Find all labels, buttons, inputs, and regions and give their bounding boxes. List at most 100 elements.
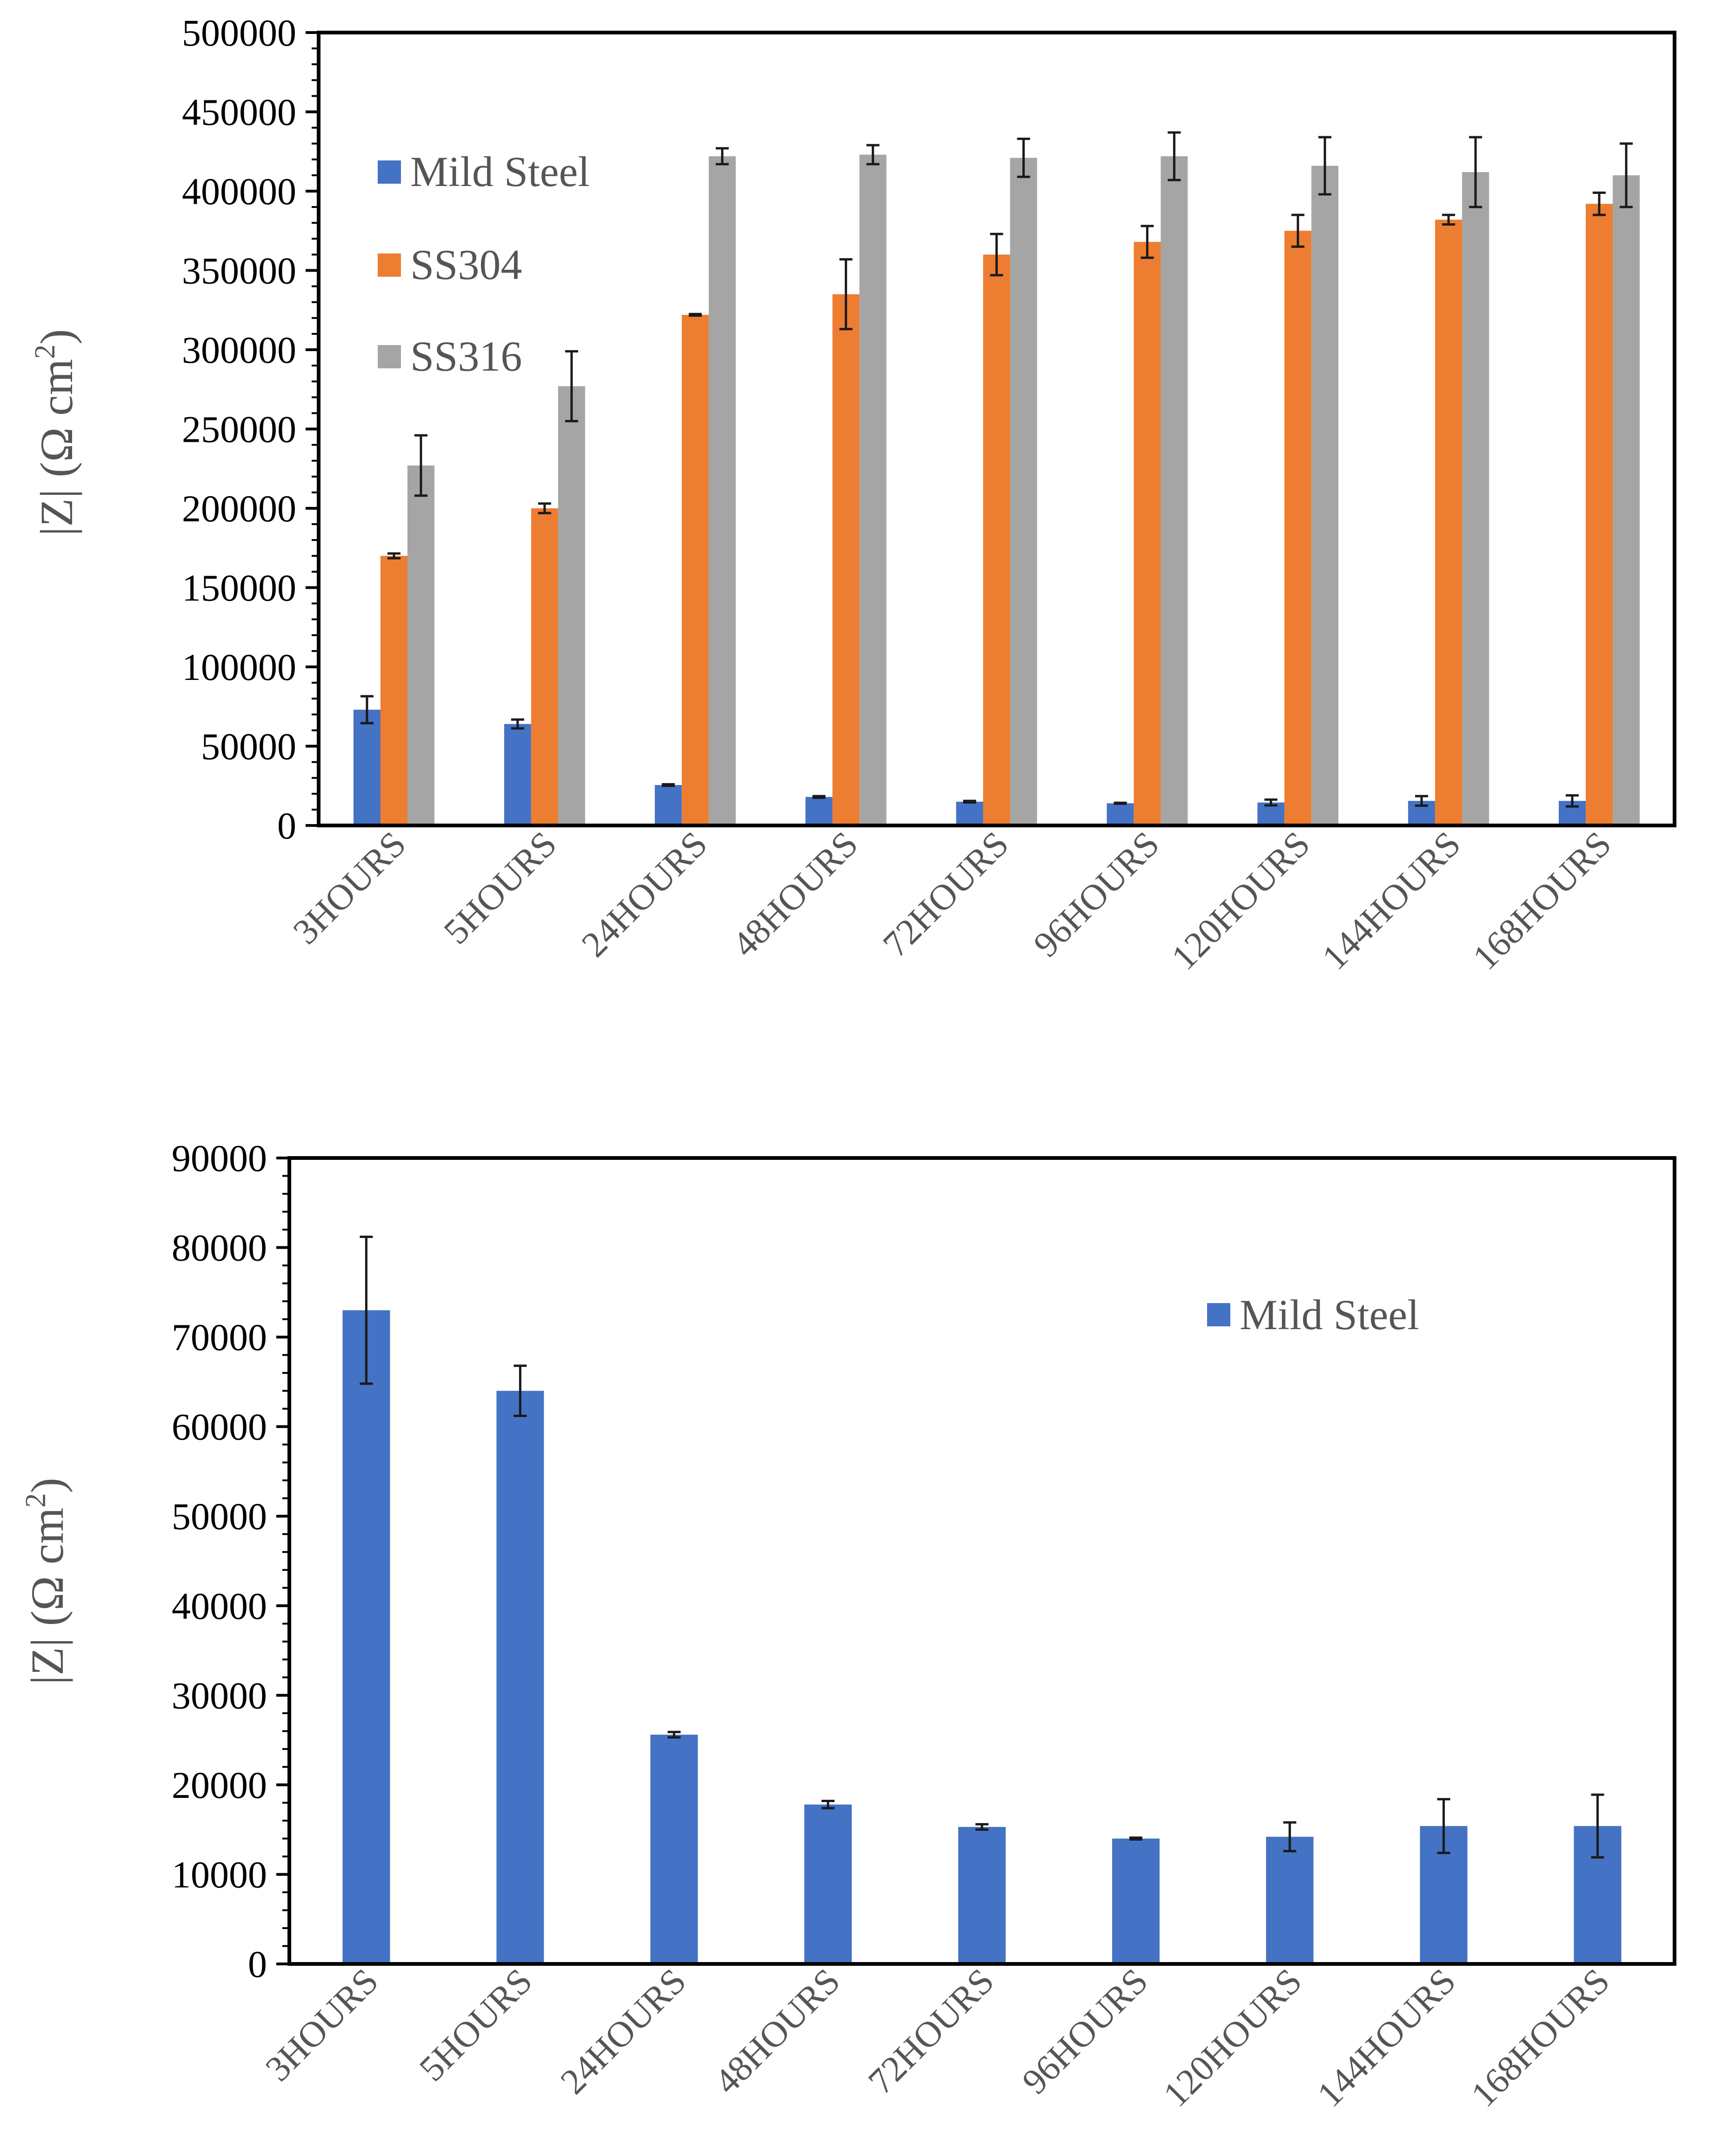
legend-swatch-ss316: [378, 345, 401, 368]
legend-label-ss304: SS304: [410, 241, 522, 288]
x-tick-label-144hours: 144HOURS: [1314, 824, 1468, 978]
error-bar-mild-steel-3hours: [360, 695, 374, 725]
bar-ss304-72hours: [983, 254, 1010, 825]
chart-bottom-legend: Mild Steel: [1207, 1291, 1419, 1338]
error-bar-ss304-48hours: [839, 258, 853, 331]
y-tick-label: 50000: [201, 725, 296, 768]
error-bar-mild-steel-72hours: [975, 1823, 988, 1831]
bar-ss316-168hours: [1613, 175, 1640, 825]
error-bar-ss316-24hours: [715, 147, 729, 166]
bar-mild-steel-24hours: [654, 785, 682, 825]
error-bar-mild-steel-48hours: [812, 795, 826, 799]
y-tick-label: 20000: [172, 1764, 267, 1806]
x-tick-label-5hours: 5HOURS: [436, 824, 564, 952]
error-bar-mild-steel-120hours: [1283, 1821, 1296, 1852]
bar-mild-steel-5hours: [504, 724, 531, 825]
chart-bottom-x-axis: 3HOURS 5HOURS 24HOURS 48HOURS 72HOURS 96HOURS…: [257, 1961, 1617, 2115]
error-bar-mild-steel-48hours: [821, 1800, 835, 1810]
chart-bottom-y-axis: 0 10000 20000 30000 40000 50000 60000 70000 8000…: [172, 1137, 289, 1985]
legend-label-mild-steel: Mild Steel: [410, 148, 590, 195]
chart-bottom-plot-frame: [287, 1156, 1676, 1966]
x-tick-label-144hours: 144HOURS: [1309, 1961, 1463, 2115]
bar-ss304-5hours: [531, 508, 558, 825]
x-tick-label-120hours: 120HOURS: [1155, 1961, 1309, 2115]
error-bar-mild-steel-168hours: [1591, 1793, 1604, 1859]
x-tick-label-96hours: 96HOURS: [1014, 1961, 1155, 2102]
x-tick-label-72hours: 72HOURS: [875, 824, 1016, 965]
y-tick-label: 30000: [172, 1674, 267, 1717]
chart-top-legend: Mild Steel SS304 SS316: [378, 148, 590, 380]
y-tick-label: 10000: [172, 1853, 267, 1896]
chart-top-bars: [353, 154, 1640, 826]
x-tick-label-24hours: 24HOURS: [553, 1961, 694, 2102]
bar-mild-steel-72hours: [956, 801, 983, 825]
legend-label-mild-steel-bottom: Mild Steel: [1240, 1291, 1419, 1338]
x-tick-label-48hours: 48HOURS: [706, 1961, 848, 2102]
error-bar-mild-steel-5hours: [511, 718, 524, 730]
x-tick-label-120hours: 120HOURS: [1163, 824, 1317, 978]
bar-ss316-5hours: [558, 386, 585, 825]
error-bar-ss304-3hours: [387, 552, 400, 559]
x-tick-label-48hours: 48HOURS: [724, 824, 866, 965]
legend-item-ss316: SS316: [378, 333, 522, 380]
bar-mild-steel-5hours: [496, 1391, 544, 1964]
error-bar-ss316-5hours: [565, 350, 578, 422]
error-bar-ss316-72hours: [1017, 137, 1030, 178]
legend-swatch-mild-steel-bottom: [1207, 1303, 1230, 1326]
legend-item-ss304: SS304: [378, 241, 522, 288]
error-bar-ss316-120hours: [1318, 136, 1332, 196]
error-bar-mild-steel-96hours: [1129, 1836, 1142, 1841]
bar-ss316-144hours: [1462, 172, 1489, 826]
bar-mild-steel-3hours: [342, 1310, 390, 1964]
legend-swatch-ss304: [378, 253, 401, 277]
bar-ss304-24hours: [681, 314, 709, 825]
legend-label-ss316: SS316: [410, 333, 522, 380]
chart-bottom-mild-steel: 0 10000 20000 30000 40000 50000 60000 70000 8000…: [20, 1137, 1676, 2115]
chart-top-x-axis: 3HOURS 5HOURS 24HOURS 48HOURS 72HOURS 96HOURS…: [285, 824, 1619, 978]
legend-item-mild-steel: Mild Steel: [378, 148, 590, 195]
y-tick-label: 400000: [182, 170, 296, 213]
error-bar-mild-steel-120hours: [1264, 798, 1278, 807]
bar-ss304-3hours: [380, 556, 407, 825]
bar-ss304-48hours: [832, 294, 860, 825]
bar-ss316-24hours: [708, 156, 736, 826]
chart-bottom-error-bars: [360, 1235, 1604, 1859]
error-bar-mild-steel-3hours: [360, 1235, 373, 1385]
error-bar-ss316-168hours: [1620, 142, 1633, 208]
chart-top-y-axis: 0 50000 100000 150000 200000 250000 300000 3500…: [182, 12, 319, 847]
chart-bottom-bars: [342, 1310, 1622, 1964]
error-bar-ss316-3hours: [414, 434, 427, 497]
bar-ss304-144hours: [1435, 220, 1462, 825]
error-bar-ss304-120hours: [1291, 213, 1305, 248]
error-bar-mild-steel-72hours: [963, 799, 976, 804]
chart-bottom-y-axis-title: |Z| (Ω cm2): [20, 1477, 73, 1684]
error-bar-ss316-48hours: [866, 144, 880, 166]
y-tick-label: 300000: [182, 329, 296, 371]
error-bar-mild-steel-144hours: [1415, 795, 1428, 807]
bar-mild-steel-48hours: [805, 797, 833, 825]
error-bar-ss304-144hours: [1442, 213, 1455, 226]
bar-ss316-3hours: [407, 465, 434, 825]
error-bar-mild-steel-24hours: [661, 783, 675, 787]
bar-mild-steel-96hours: [1112, 1838, 1160, 1964]
y-tick-label: 90000: [172, 1137, 267, 1179]
x-tick-label-72hours: 72HOURS: [860, 1961, 1001, 2102]
y-tick-label: 150000: [182, 567, 296, 609]
bar-ss316-72hours: [1010, 158, 1037, 825]
bar-mild-steel-72hours: [958, 1827, 1006, 1964]
bar-mild-steel-120hours: [1266, 1837, 1314, 1964]
y-tick-label: 0: [277, 805, 296, 847]
bar-ss304-120hours: [1284, 231, 1312, 825]
y-tick-label: 40000: [172, 1585, 267, 1627]
y-tick-label: 250000: [182, 408, 296, 451]
error-bar-ss304-5hours: [538, 502, 551, 514]
error-bar-mild-steel-144hours: [1437, 1798, 1450, 1854]
x-tick-label-168hours: 168HOURS: [1463, 1961, 1617, 2115]
x-tick-label-5hours: 5HOURS: [411, 1961, 540, 2089]
error-bar-ss304-168hours: [1593, 191, 1606, 216]
error-bar-ss304-24hours: [688, 313, 702, 317]
legend-item-mild-steel-bottom: Mild Steel: [1207, 1291, 1419, 1338]
x-tick-label-168hours: 168HOURS: [1465, 824, 1619, 978]
bar-mild-steel-96hours: [1107, 803, 1134, 825]
bar-ss316-48hours: [859, 154, 887, 825]
